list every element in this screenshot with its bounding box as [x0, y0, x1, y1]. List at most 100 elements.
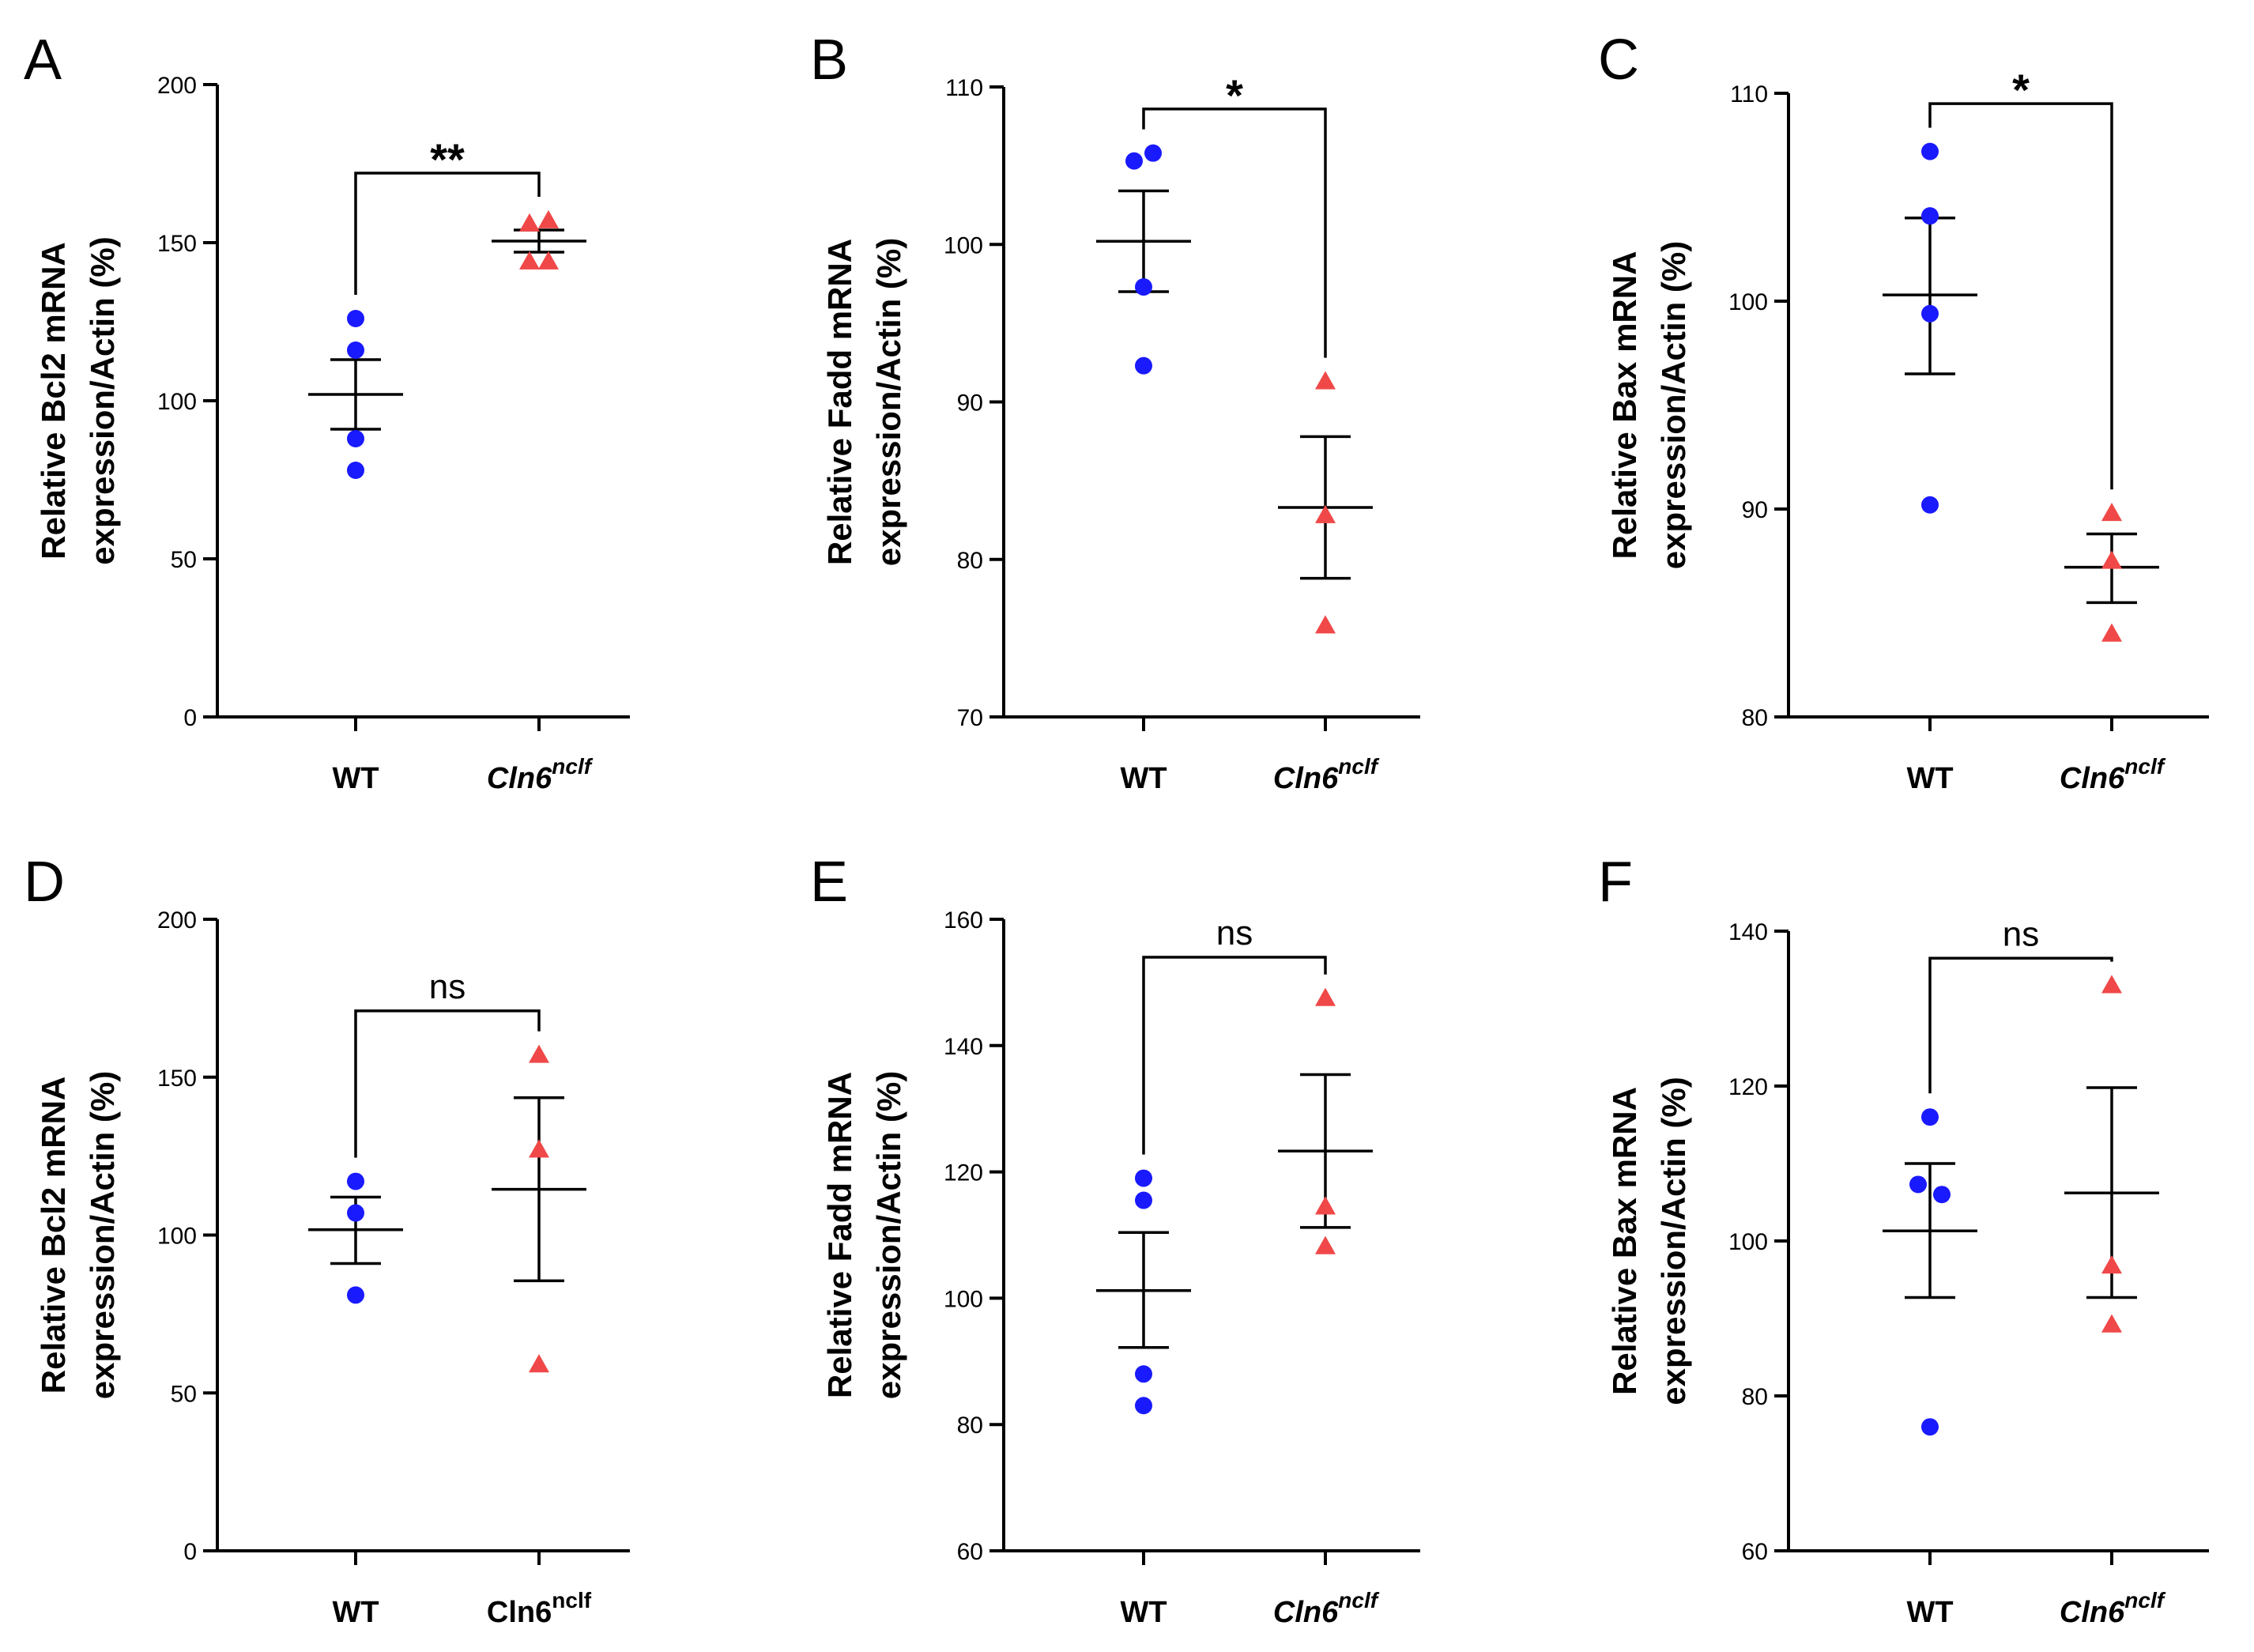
- data-point: [2101, 503, 2122, 522]
- x-category-label: Cln6nclf: [1273, 1588, 1380, 1629]
- data-point: [1909, 1175, 1927, 1194]
- data-point: [347, 1172, 364, 1190]
- x-category-label: WT: [1906, 762, 1953, 795]
- y-tick-label: 100: [944, 1286, 983, 1312]
- data-point: [347, 310, 364, 327]
- y-tick-label: 160: [944, 907, 983, 933]
- data-point: [519, 213, 540, 232]
- significance-bracket: [1142, 956, 1327, 1155]
- axes-frame: [1002, 919, 1420, 1552]
- data-point: [538, 209, 559, 228]
- data-point: [1315, 615, 1336, 634]
- panel-letter: B: [810, 28, 848, 92]
- y-axis-label: Relative Bcl2 mRNA expression/Actin (%): [35, 1071, 121, 1399]
- y-tick-label: 140: [1728, 919, 1768, 945]
- panel-e: E 60 80 100 120 140 160 WT Cln6nclf Relative Fadd…: [810, 851, 1420, 1629]
- y-tick-label: 100: [157, 1224, 197, 1250]
- y-tick-label: 150: [157, 231, 197, 257]
- axes-frame: [1002, 87, 1420, 719]
- panel-d: D 0 50 100 150 200 WT Cln6nclf Relative Bcl2 mRN…: [24, 851, 630, 1629]
- data-point: [1135, 278, 1152, 296]
- series-wt: [308, 310, 403, 479]
- y-tick-label: 100: [157, 389, 197, 415]
- series-cln6: [1278, 371, 1373, 634]
- y-tick-label: 60: [1742, 1539, 1768, 1565]
- significance-label: *: [1226, 70, 1243, 120]
- y-tick-label: 80: [957, 548, 983, 574]
- series-cln6: [492, 209, 586, 270]
- x-category-label: WT: [332, 1596, 379, 1629]
- panel-c: C 80 90 100 110 WT Cln6nclf Relative Bax mRNA ex…: [1598, 28, 2209, 795]
- data-point: [1921, 1108, 1939, 1126]
- data-point: [1315, 1196, 1336, 1215]
- significance-label: **: [430, 134, 465, 184]
- data-point: [1315, 504, 1336, 523]
- y-tick-label: 120: [1728, 1074, 1768, 1100]
- data-point: [347, 462, 364, 479]
- data-point: [1135, 1191, 1152, 1209]
- y-tick-label: 50: [171, 547, 197, 573]
- axes-frame: [1787, 931, 2209, 1552]
- y-tick-label: 50: [171, 1381, 197, 1407]
- significance-bracket: [1142, 107, 1327, 358]
- panel-letter: A: [24, 28, 62, 92]
- x-category-label: WT: [332, 762, 379, 795]
- y-tick-label: 200: [157, 907, 197, 933]
- data-point: [529, 1044, 549, 1063]
- significance-label: ns: [1216, 914, 1253, 952]
- series-wt: [1096, 1169, 1191, 1415]
- x-category-label: WT: [1120, 762, 1167, 795]
- data-point: [1135, 1169, 1152, 1187]
- x-category-label: Cln6nclf: [1273, 754, 1380, 795]
- x-category-label: Cln6nclf: [2060, 1588, 2166, 1629]
- series-cln6: [1278, 987, 1373, 1254]
- data-point: [1144, 144, 1162, 162]
- panel-b: B 70 80 90 100 110 WT Cln6nclf Relative Fadd mRN…: [810, 28, 1420, 795]
- data-point: [519, 251, 540, 270]
- x-category-label: Cln6nclf: [487, 1588, 592, 1629]
- data-point: [347, 430, 364, 447]
- data-point: [1315, 1235, 1336, 1254]
- y-axis-label: Relative Fadd mRNA expression/Actin (%): [821, 238, 907, 566]
- x-category-label: Cln6nclf: [487, 754, 594, 795]
- data-point: [347, 341, 364, 359]
- y-tick-label: 80: [1742, 705, 1768, 731]
- data-point: [1135, 356, 1152, 375]
- series-cln6: [2064, 975, 2159, 1333]
- significance-bracket: [1928, 102, 2113, 490]
- data-point: [1921, 496, 1939, 514]
- x-category-label: WT: [1906, 1596, 1953, 1629]
- y-axis-label: Relative Bcl2 mRNA expression/Actin (%): [35, 236, 121, 564]
- significance-label: ns: [429, 967, 466, 1006]
- y-tick-label: 120: [944, 1160, 983, 1186]
- series-wt: [1883, 1108, 1977, 1436]
- series-wt: [308, 1172, 403, 1304]
- y-tick-label: 80: [1742, 1384, 1768, 1410]
- series-cln6: [2064, 503, 2159, 642]
- y-tick-label: 70: [957, 705, 983, 731]
- data-point: [2101, 1255, 2122, 1274]
- y-tick-label: 100: [1728, 1229, 1768, 1255]
- data-point: [1921, 142, 1939, 160]
- y-tick-label: 140: [944, 1034, 983, 1060]
- data-point: [1125, 152, 1143, 170]
- data-point: [1933, 1186, 1951, 1204]
- y-axis-label: Relative Bax mRNA expression/Actin (%): [1606, 1077, 1692, 1405]
- data-point: [1315, 987, 1336, 1006]
- data-point: [538, 251, 559, 270]
- y-tick-label: 200: [157, 73, 197, 99]
- y-tick-label: 100: [1728, 289, 1768, 315]
- y-tick-label: 0: [183, 705, 197, 731]
- series-cln6: [492, 1044, 586, 1373]
- data-point: [2101, 975, 2122, 994]
- significance-label: *: [2012, 65, 2030, 115]
- y-tick-label: 110: [945, 75, 983, 101]
- panel-letter: C: [1598, 28, 1639, 92]
- y-tick-label: 150: [157, 1066, 197, 1092]
- data-point: [1135, 1365, 1152, 1383]
- axes-frame: [216, 85, 630, 719]
- data-point: [1921, 304, 1939, 322]
- series-wt: [1883, 142, 1977, 514]
- significance-label: ns: [2003, 915, 2039, 953]
- y-tick-label: 90: [957, 390, 983, 417]
